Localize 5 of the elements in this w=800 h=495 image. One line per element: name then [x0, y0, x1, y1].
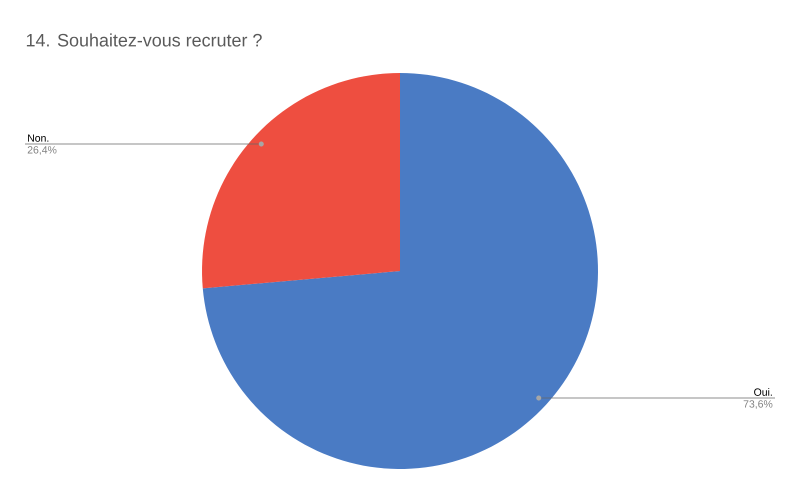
slice-label: Non. [28, 134, 48, 142]
chart-title: 14. Souhaitez-vous recruter ? [26, 33, 262, 47]
data-label: 73,6% [744, 400, 772, 409]
data-label: 26,4% [28, 146, 56, 155]
slice-label: Oui. [754, 388, 772, 396]
